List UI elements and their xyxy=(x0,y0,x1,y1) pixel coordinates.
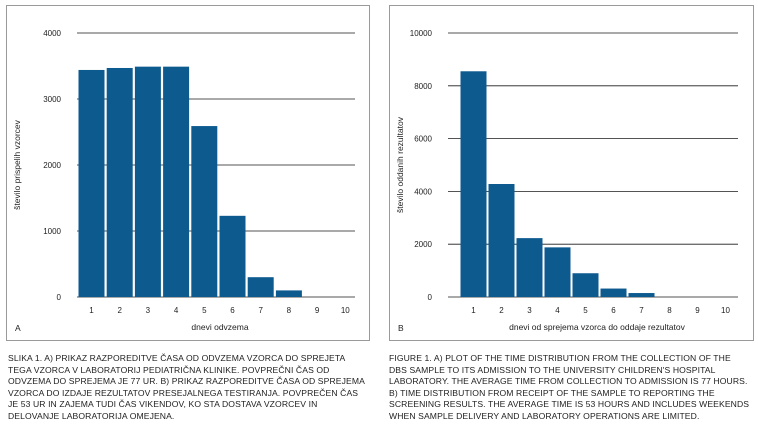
chart-panel-a: 0 1000 2000 3000 4000 1 2 3 4 5 6 7 8 9 10 dnevi odvzem… xyxy=(6,5,370,341)
panel-label-a: A xyxy=(15,323,21,333)
x-tick-label-a-4: 4 xyxy=(174,306,179,315)
y-tick-label-b-5: 10000 xyxy=(410,29,433,38)
x-tick-label-b-2: 2 xyxy=(499,306,504,315)
chart-panel-b: 0 2000 4000 6000 8000 10000 1 2 3 4 5 6 7 8 9 10 dnevi o… xyxy=(389,5,754,341)
bar-a-4 xyxy=(163,66,190,297)
x-tick-label-b-9: 9 xyxy=(695,306,700,315)
x-tick-label-a-5: 5 xyxy=(202,306,207,315)
x-axis-label-b: dnevi od sprejema vzorca do oddaje rezul… xyxy=(509,322,686,332)
y-tick-label-b-4: 8000 xyxy=(414,82,432,91)
bar-a-1 xyxy=(78,69,105,298)
x-tick-label-b-5: 5 xyxy=(583,306,588,315)
bar-a-3 xyxy=(134,66,161,297)
x-tick-label-a-7: 7 xyxy=(258,306,263,315)
y-tick-label-b-1: 2000 xyxy=(414,240,432,249)
x-axis-label-a: dnevi odvzema xyxy=(191,322,248,332)
y-tick-label-a-2: 2000 xyxy=(43,161,61,170)
bar-a-8 xyxy=(275,290,302,297)
y-tick-label-a-3: 3000 xyxy=(43,95,61,104)
bar-b-2 xyxy=(488,184,515,297)
x-tick-label-a-1: 1 xyxy=(89,306,94,315)
y-tick-label-b-3: 6000 xyxy=(414,135,432,144)
bar-a-2 xyxy=(106,67,133,297)
x-tick-label-b-10: 10 xyxy=(721,306,730,315)
x-tick-label-b-8: 8 xyxy=(667,306,672,315)
bar-a-6 xyxy=(219,215,246,297)
x-tick-label-a-6: 6 xyxy=(230,306,235,315)
bar-b-1 xyxy=(460,71,487,297)
bar-chart-b: 0 2000 4000 6000 8000 10000 1 2 3 4 5 6 7 8 9 10 dnevi o… xyxy=(395,29,738,333)
bar-b-6 xyxy=(600,288,627,297)
figure-caption-english: Figure 1. A) Plot of the time distributi… xyxy=(389,353,750,421)
bar-chart-a: 0 1000 2000 3000 4000 1 2 3 4 5 6 7 8 9 10 dnevi odvzem… xyxy=(12,29,355,333)
y-tick-label-a-4: 4000 xyxy=(43,29,61,38)
figure-caption-slovenian: Slika 1. A) Prikaz razporeditve časa od … xyxy=(8,353,365,421)
x-tick-label-b-4: 4 xyxy=(555,306,560,315)
x-tick-label-b-6: 6 xyxy=(611,306,616,315)
y-tick-label-b-2: 4000 xyxy=(414,187,432,196)
y-axis-label-b: število oddanih rezultatov xyxy=(395,116,405,213)
x-tick-label-a-8: 8 xyxy=(287,306,292,315)
x-tick-label-b-3: 3 xyxy=(527,306,532,315)
bar-b-5 xyxy=(572,273,599,297)
y-tick-label-b-0: 0 xyxy=(428,293,433,302)
bar-b-4 xyxy=(544,247,571,297)
x-tick-label-a-2: 2 xyxy=(117,306,122,315)
x-tick-label-b-1: 1 xyxy=(471,306,476,315)
bar-a-5 xyxy=(191,126,218,297)
bar-b-3 xyxy=(516,238,543,297)
y-tick-label-a-0: 0 xyxy=(57,293,62,302)
y-tick-label-a-1: 1000 xyxy=(43,227,61,236)
x-tick-label-a-9: 9 xyxy=(315,306,320,315)
bar-b-7 xyxy=(628,293,655,297)
x-tick-label-b-7: 7 xyxy=(639,306,644,315)
y-axis-label-a: število prispelih vzorcev xyxy=(12,119,22,210)
x-tick-label-a-10: 10 xyxy=(341,306,350,315)
bar-a-7 xyxy=(247,277,274,297)
panel-label-b: B xyxy=(398,323,404,333)
x-tick-label-a-3: 3 xyxy=(146,306,151,315)
